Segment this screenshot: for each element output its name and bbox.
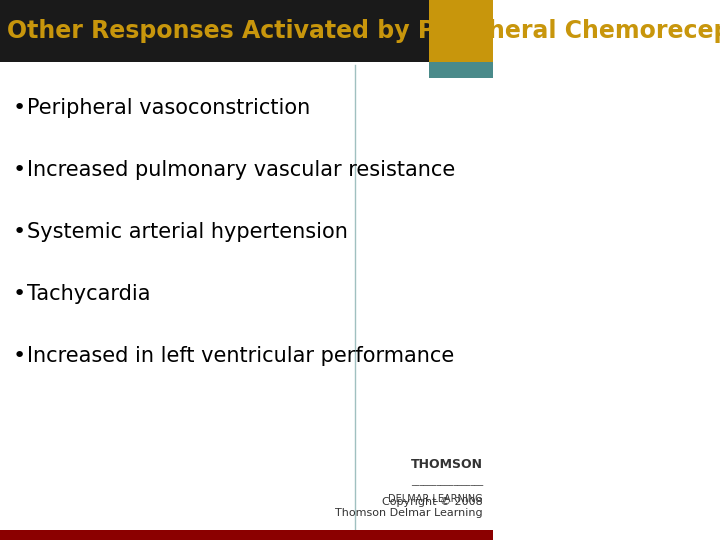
Text: ─────────────────: ───────────────── (411, 483, 483, 489)
FancyBboxPatch shape (0, 0, 493, 62)
Text: •: • (12, 98, 26, 118)
FancyBboxPatch shape (0, 530, 493, 540)
Text: Peripheral vasoconstriction: Peripheral vasoconstriction (27, 98, 310, 118)
Text: Increased pulmonary vascular resistance: Increased pulmonary vascular resistance (27, 160, 455, 180)
Text: Increased in left ventricular performance: Increased in left ventricular performanc… (27, 346, 454, 367)
Text: •: • (12, 346, 26, 367)
Text: •: • (12, 222, 26, 242)
Text: THOMSON: THOMSON (411, 458, 483, 471)
Text: Copyright © 2008
Thomson Delmar Learning: Copyright © 2008 Thomson Delmar Learning (336, 497, 483, 518)
FancyBboxPatch shape (429, 0, 493, 62)
Text: Tachycardia: Tachycardia (27, 284, 150, 305)
Text: Other Responses Activated by Peripheral Chemoreceptors: Other Responses Activated by Peripheral … (7, 19, 720, 43)
FancyBboxPatch shape (429, 62, 493, 78)
Text: •: • (12, 160, 26, 180)
Text: Systemic arterial hypertension: Systemic arterial hypertension (27, 222, 348, 242)
Text: •: • (12, 284, 26, 305)
Text: DELMAR LEARNING: DELMAR LEARNING (388, 495, 483, 504)
